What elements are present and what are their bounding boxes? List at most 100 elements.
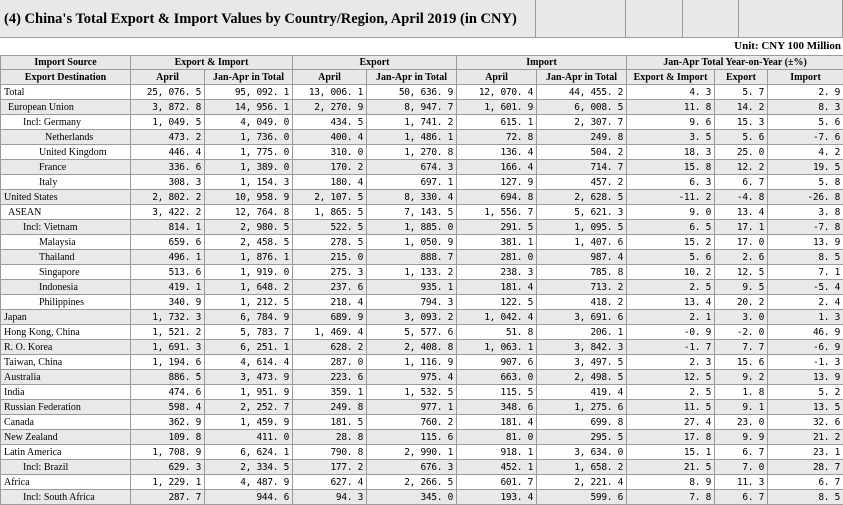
value-cell[interactable]: 1, 951. 9 [203,384,294,400]
value-cell[interactable]: 3, 691. 6 [536,309,628,325]
value-cell[interactable]: 3, 634. 0 [536,444,628,460]
value-cell[interactable]: 2. 5 [626,279,716,295]
value-cell[interactable]: 474. 6 [130,384,205,400]
value-cell[interactable]: 8, 947. 7 [366,99,458,115]
value-cell[interactable]: 2, 802. 2 [130,189,205,205]
value-cell[interactable]: 1. 8 [714,384,769,400]
value-cell[interactable]: 1, 919. 0 [203,264,294,280]
row-label-cell[interactable]: United States [0,189,131,205]
value-cell[interactable]: 2. 9 [767,84,843,100]
value-cell[interactable]: 785. 8 [536,264,628,280]
value-cell[interactable]: 7. 7 [714,339,769,355]
value-cell[interactable]: 888. 7 [366,249,458,265]
value-cell[interactable]: 10. 2 [626,264,716,280]
value-cell[interactable]: 8. 3 [767,99,843,115]
value-cell[interactable]: 411. 0 [203,429,294,445]
row-label-cell[interactable]: Canada [0,414,131,430]
value-cell[interactable]: 987. 4 [536,249,628,265]
value-cell[interactable]: 1, 736. 0 [203,129,294,145]
value-cell[interactable]: 1, 042. 4 [456,309,538,325]
value-cell[interactable]: 598. 4 [130,399,205,415]
value-cell[interactable]: 6. 5 [626,219,716,235]
value-cell[interactable]: 4, 487. 9 [203,474,294,490]
value-cell[interactable]: 15. 3 [714,114,769,130]
value-cell[interactable]: 1, 532. 5 [366,384,458,400]
value-cell[interactable]: 1, 865. 5 [292,204,368,220]
value-cell[interactable]: 3. 5 [626,129,716,145]
value-cell[interactable]: 473. 2 [130,129,205,145]
value-cell[interactable]: 2, 458. 5 [203,234,294,250]
value-cell[interactable]: 281. 0 [456,249,538,265]
value-cell[interactable]: 21. 2 [767,429,843,445]
value-cell[interactable]: 1, 049. 5 [130,114,205,130]
value-cell[interactable]: 278. 5 [292,234,368,250]
value-cell[interactable]: 2. 3 [626,354,716,370]
value-cell[interactable]: 25, 076. 5 [130,84,205,100]
value-cell[interactable]: 496. 1 [130,249,205,265]
value-cell[interactable]: 9. 9 [714,429,769,445]
value-cell[interactable]: 1, 885. 0 [366,219,458,235]
value-cell[interactable]: 3. 8 [767,204,843,220]
title-empty-cell[interactable] [626,0,683,38]
value-cell[interactable]: 13. 9 [767,369,843,385]
value-cell[interactable]: 15. 6 [714,354,769,370]
value-cell[interactable]: 5. 6 [767,114,843,130]
value-cell[interactable]: 12. 5 [626,369,716,385]
value-cell[interactable]: 23. 1 [767,444,843,460]
value-cell[interactable]: 11. 8 [626,99,716,115]
value-cell[interactable]: 46. 9 [767,324,843,340]
value-cell[interactable]: 1, 876. 1 [203,249,294,265]
value-cell[interactable]: 32. 6 [767,414,843,430]
value-cell[interactable]: 760. 2 [366,414,458,430]
value-cell[interactable]: 1, 407. 6 [536,234,628,250]
value-cell[interactable]: 19. 5 [767,159,843,175]
value-cell[interactable]: 72. 8 [456,129,538,145]
value-cell[interactable]: 9. 6 [626,114,716,130]
value-cell[interactable]: 3, 497. 5 [536,354,628,370]
value-cell[interactable]: 181. 5 [292,414,368,430]
value-cell[interactable]: 238. 3 [456,264,538,280]
value-cell[interactable]: 13. 4 [626,294,716,310]
value-cell[interactable]: 886. 5 [130,369,205,385]
value-cell[interactable]: 5, 621. 3 [536,204,628,220]
value-cell[interactable]: -1. 3 [767,354,843,370]
row-label-cell[interactable]: United Kingdom [0,144,131,160]
value-cell[interactable]: 109. 8 [130,429,205,445]
value-cell[interactable]: 2. 6 [714,249,769,265]
value-cell[interactable]: 629. 3 [130,459,205,475]
value-cell[interactable]: 1, 459. 9 [203,414,294,430]
value-cell[interactable]: 1, 691. 3 [130,339,205,355]
value-cell[interactable]: 1, 732. 3 [130,309,205,325]
value-cell[interactable]: 8. 5 [767,489,843,505]
value-cell[interactable]: 308. 3 [130,174,205,190]
value-cell[interactable]: 1, 133. 2 [366,264,458,280]
value-cell[interactable]: 5. 6 [626,249,716,265]
value-cell[interactable]: 181. 4 [456,414,538,430]
value-cell[interactable]: 28. 7 [767,459,843,475]
value-cell[interactable]: -7. 8 [767,219,843,235]
value-cell[interactable]: 659. 6 [130,234,205,250]
value-cell[interactable]: 1. 3 [767,309,843,325]
value-cell[interactable]: 2, 307. 7 [536,114,628,130]
value-cell[interactable]: 2, 107. 5 [292,189,368,205]
value-cell[interactable]: 7, 143. 5 [366,204,458,220]
value-cell[interactable]: 13. 5 [767,399,843,415]
value-cell[interactable]: 122. 5 [456,294,538,310]
title-empty-cell[interactable] [739,0,843,38]
value-cell[interactable]: 400. 4 [292,129,368,145]
value-cell[interactable]: 11. 3 [714,474,769,490]
value-cell[interactable]: 1, 521. 2 [130,324,205,340]
value-cell[interactable]: 419. 4 [536,384,628,400]
value-cell[interactable]: 223. 6 [292,369,368,385]
title-cell[interactable]: (4) China's Total Export & Import Values… [0,0,536,38]
value-cell[interactable]: 94. 3 [292,489,368,505]
row-label-cell[interactable]: Singapore [0,264,131,280]
value-cell[interactable]: 814. 1 [130,219,205,235]
value-cell[interactable]: 14. 2 [714,99,769,115]
row-label-cell[interactable]: Latin America [0,444,131,460]
value-cell[interactable]: 180. 4 [292,174,368,190]
value-cell[interactable]: 2, 221. 4 [536,474,628,490]
value-cell[interactable]: 1, 658. 2 [536,459,628,475]
value-cell[interactable]: 12. 2 [714,159,769,175]
value-cell[interactable]: 50, 636. 9 [366,84,458,100]
